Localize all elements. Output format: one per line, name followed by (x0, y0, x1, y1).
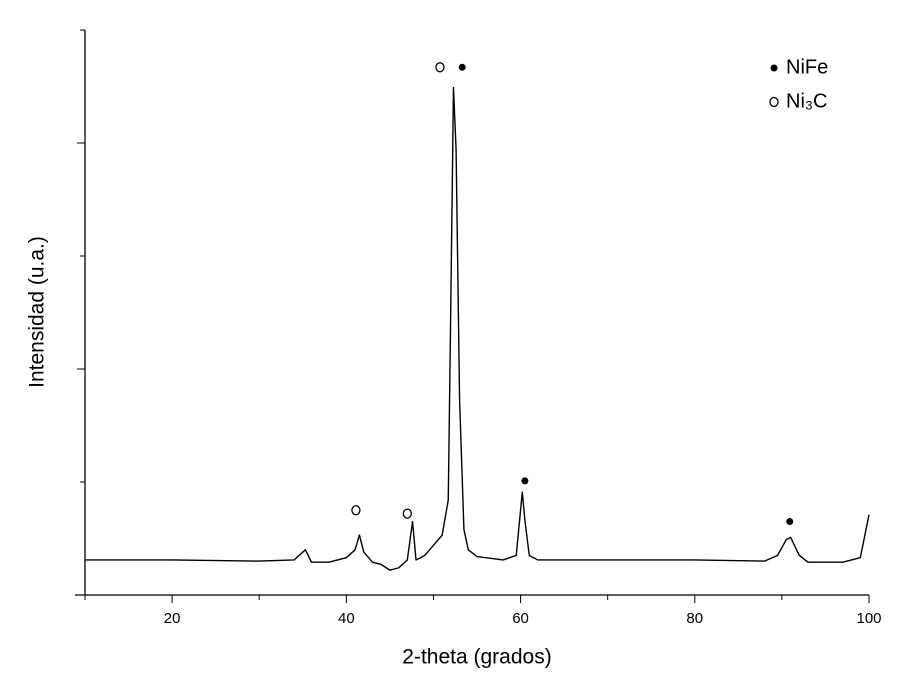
peak-marker (521, 477, 529, 485)
legend-label: NiFe (786, 56, 828, 78)
x-tick-label: 20 (164, 610, 181, 627)
peak-marker (786, 518, 794, 526)
x-tick-label: 60 (512, 610, 529, 627)
peak-marker (435, 62, 445, 73)
legend-label: Ni₃C (786, 90, 827, 112)
peak-marker (458, 63, 466, 71)
x-tick-label: 100 (856, 610, 881, 627)
peak-marker (402, 508, 412, 519)
legend-symbol (769, 96, 779, 108)
x-tick-label: 40 (338, 610, 355, 627)
line-series (85, 86, 870, 571)
x-axis-title: 2-theta (grados) (402, 646, 551, 669)
x-tick-label: 80 (686, 610, 703, 627)
legend-symbol (770, 64, 778, 72)
peak-marker (351, 505, 361, 516)
y-axis-title: Intensidad (u.a.) (26, 236, 49, 388)
